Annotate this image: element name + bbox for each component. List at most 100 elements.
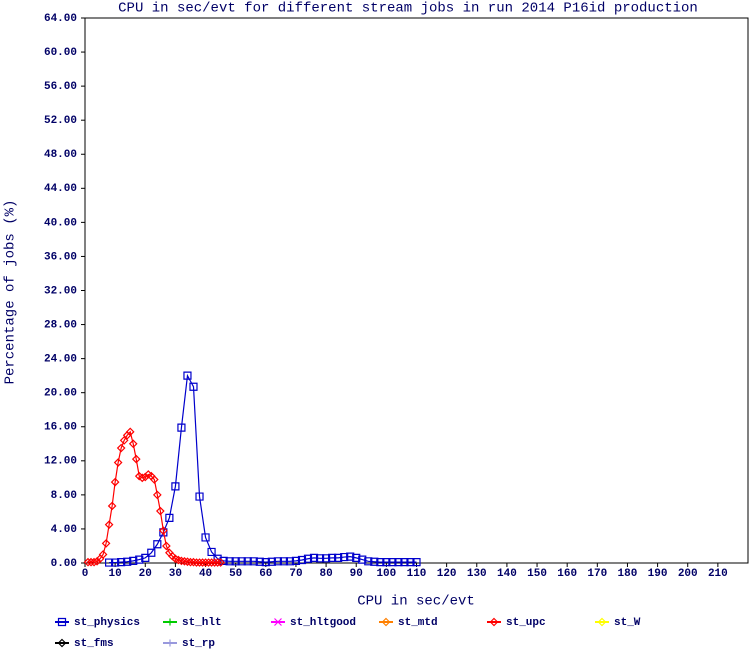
data-point: [125, 427, 135, 437]
chart-title: CPU in sec/evt for different stream jobs…: [118, 1, 698, 17]
x-tick-label: 0: [82, 568, 89, 580]
x-tick-label: 10: [109, 568, 122, 580]
x-tick-label: 110: [407, 568, 427, 580]
x-tick-label: 30: [169, 568, 182, 580]
legend-marker: [489, 617, 499, 627]
y-tick-label: 0.00: [51, 558, 77, 570]
data-point: [159, 526, 168, 535]
data-point: [155, 506, 165, 516]
data-point: [153, 540, 162, 549]
x-tick-label: 90: [350, 568, 363, 580]
data-point: [123, 557, 132, 566]
data-point: [149, 475, 159, 484]
legend-marker: [166, 639, 174, 647]
y-tick-label: 40.00: [44, 217, 77, 229]
data-point: [135, 555, 144, 564]
legend-marker: [597, 617, 607, 627]
data-point: [207, 558, 216, 567]
legend-label: st_hltgood: [290, 617, 356, 629]
y-tick-label: 8.00: [51, 490, 77, 502]
legend-label: st_hlt: [182, 617, 222, 629]
y-tick-label: 64.00: [44, 13, 77, 25]
data-point: [195, 558, 204, 567]
x-tick-label: 200: [678, 568, 698, 580]
x-tick-label: 50: [229, 568, 242, 580]
x-tick-label: 190: [648, 568, 668, 580]
data-point: [189, 382, 198, 391]
data-point: [147, 548, 156, 557]
data-point: [107, 501, 117, 511]
x-axis-label: CPU in sec/evt: [357, 594, 475, 610]
y-tick-label: 60.00: [44, 47, 77, 59]
data-point: [101, 539, 111, 548]
data-point: [183, 371, 192, 380]
data-point: [204, 558, 213, 567]
legend-label: st_rp: [182, 638, 215, 650]
data-point: [177, 556, 186, 566]
y-tick-label: 52.00: [44, 115, 77, 127]
data-point: [358, 555, 367, 564]
data-point: [89, 557, 99, 567]
x-tick-label: 80: [319, 568, 332, 580]
x-tick-label: 130: [467, 568, 487, 580]
legend-marker: [381, 617, 391, 627]
data-point: [213, 558, 222, 567]
data-point: [297, 555, 307, 565]
legend-marker: [166, 618, 174, 626]
y-tick-label: 20.00: [44, 388, 77, 400]
x-tick-label: 20: [139, 568, 152, 580]
data-point: [216, 558, 225, 567]
data-point: [104, 520, 114, 530]
data-point: [186, 557, 195, 567]
x-tick-label: 70: [289, 568, 302, 580]
data-point: [183, 557, 192, 567]
legend-marker: [57, 617, 67, 627]
data-point: [201, 558, 210, 567]
y-tick-label: 16.00: [44, 422, 77, 434]
legend-marker: [274, 618, 282, 626]
data-point: [152, 490, 162, 500]
y-tick-label: 44.00: [44, 183, 77, 195]
data-point: [83, 557, 93, 567]
data-point: [131, 454, 141, 464]
y-tick-label: 12.00: [44, 456, 77, 468]
data-point: [210, 558, 219, 567]
x-tick-label: 170: [587, 568, 607, 580]
data-point: [334, 553, 343, 562]
y-tick-label: 36.00: [44, 251, 77, 263]
x-tick-label: 180: [618, 568, 638, 580]
data-point: [110, 477, 120, 487]
x-tick-label: 40: [199, 568, 212, 580]
data-point: [119, 436, 129, 445]
legend-marker: [57, 638, 67, 648]
data-point: [171, 482, 180, 491]
legend-label: st_W: [614, 617, 641, 629]
data-point: [352, 553, 361, 562]
y-tick-label: 4.00: [51, 524, 77, 536]
x-tick-label: 160: [557, 568, 577, 580]
data-point: [177, 423, 186, 432]
data-point: [412, 558, 421, 567]
data-point: [137, 473, 147, 483]
data-point: [98, 550, 108, 559]
data-point: [303, 554, 313, 563]
data-point: [195, 492, 204, 501]
data-point: [116, 443, 126, 453]
plot-area: [84, 17, 749, 564]
y-tick-label: 48.00: [44, 149, 77, 161]
x-tick-label: 60: [259, 568, 272, 580]
x-tick-label: 140: [497, 568, 517, 580]
data-point: [113, 458, 123, 467]
y-tick-label: 32.00: [44, 285, 77, 297]
x-tick-label: 210: [708, 568, 728, 580]
data-point: [129, 556, 138, 565]
data-point: [346, 552, 355, 561]
data-point: [128, 439, 138, 449]
data-point: [141, 553, 150, 562]
data-point: [180, 556, 189, 566]
data-point: [291, 556, 301, 565]
x-tick-label: 150: [527, 568, 547, 580]
data-point: [165, 513, 174, 522]
y-axis-label: Percentage of jobs (%): [3, 200, 19, 385]
